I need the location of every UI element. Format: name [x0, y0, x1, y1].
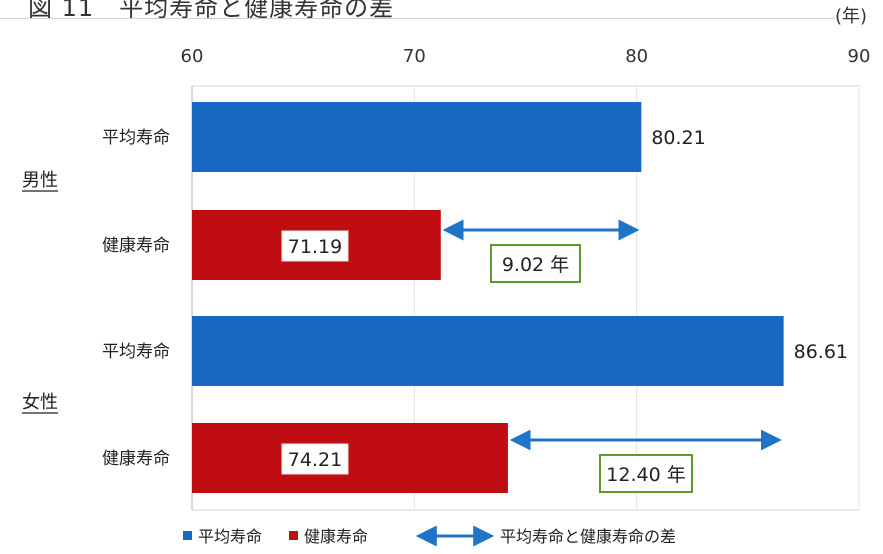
bar-value-box: [281, 230, 349, 262]
row-label: 平均寿命: [102, 342, 170, 362]
x-tick-label: 70: [403, 46, 426, 67]
group-label: 男性: [22, 170, 58, 191]
x-axis-unit: (年): [835, 6, 868, 27]
bar-value-label: 71.19: [288, 236, 342, 258]
bar-value-label: 80.21: [651, 127, 705, 149]
life-expectancy-bar: [192, 316, 784, 386]
bar-value-label: 74.21: [288, 449, 342, 471]
difference-box: [599, 454, 693, 493]
row-label: 平均寿命: [102, 128, 170, 148]
x-tick-label: 80: [625, 46, 648, 67]
legend-swatch-healthy: [289, 531, 298, 540]
legend-swatch-life: [183, 531, 192, 540]
x-tick-label: 60: [181, 46, 204, 67]
healthy-life-bar: [192, 423, 508, 493]
difference-box: [490, 244, 581, 283]
chart-title: 図 11 平均寿命と健康寿命の差: [28, 0, 395, 22]
row-label: 健康寿命: [102, 449, 170, 469]
group-label: 女性: [22, 392, 58, 413]
row-label: 健康寿命: [102, 236, 170, 256]
legend-label: 平均寿命: [198, 527, 262, 546]
bar-value-box: [281, 443, 349, 475]
title-divider: [0, 18, 835, 19]
difference-label: 12.40 年: [606, 464, 685, 486]
legend-label: 平均寿命と健康寿命の差: [500, 527, 676, 546]
legend-label: 健康寿命: [304, 527, 368, 546]
difference-label: 9.02 年: [502, 254, 569, 276]
bar-value-label: 86.61: [794, 341, 848, 363]
life-expectancy-bar: [192, 102, 642, 172]
x-tick-label: 90: [848, 46, 871, 67]
